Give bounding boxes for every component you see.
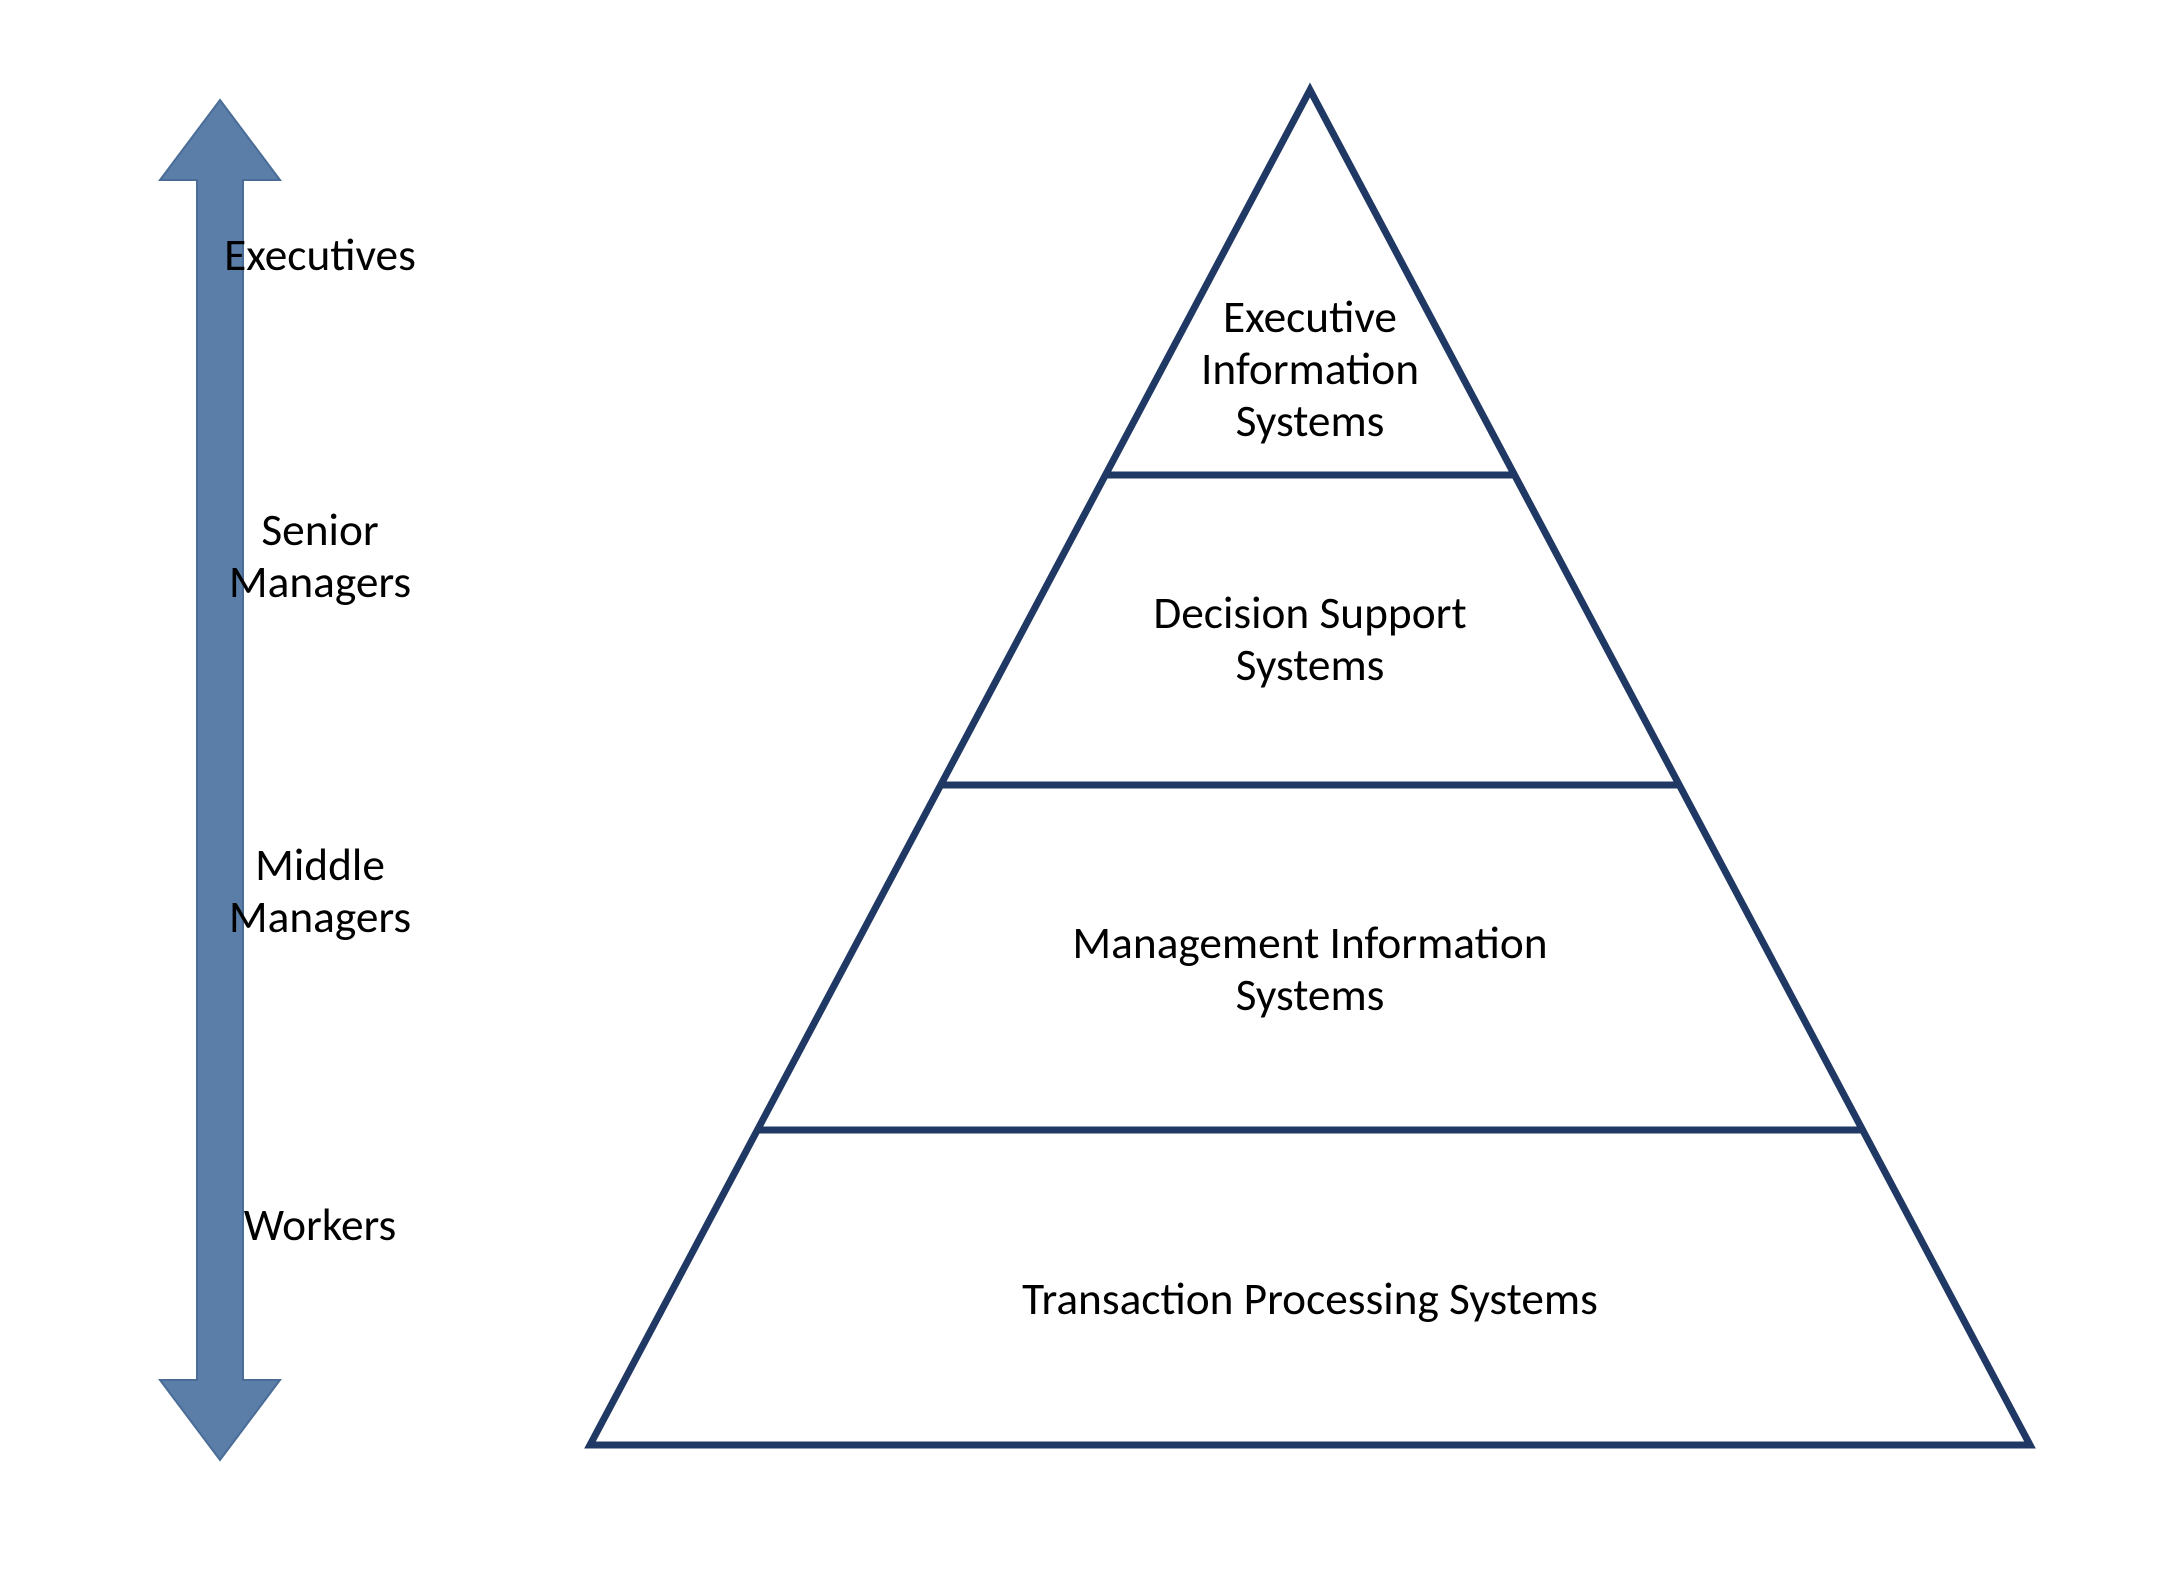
- system-label-eis: Executive Information Systems: [1201, 292, 1419, 448]
- role-label-executives: Executives: [120, 230, 520, 282]
- diagram-stage: Executives Senior Managers Middle Manage…: [0, 0, 2184, 1586]
- double-arrow-icon: [160, 100, 280, 1460]
- system-label-dss: Decision Support Systems: [1153, 588, 1466, 692]
- role-label-workers: Workers: [120, 1200, 520, 1252]
- system-label-mis: Management Information Systems: [1072, 918, 1547, 1022]
- role-label-senior-managers: Senior Managers: [120, 505, 520, 609]
- system-label-tps: Transaction Processing Systems: [1022, 1274, 1598, 1326]
- role-label-middle-managers: Middle Managers: [120, 840, 520, 944]
